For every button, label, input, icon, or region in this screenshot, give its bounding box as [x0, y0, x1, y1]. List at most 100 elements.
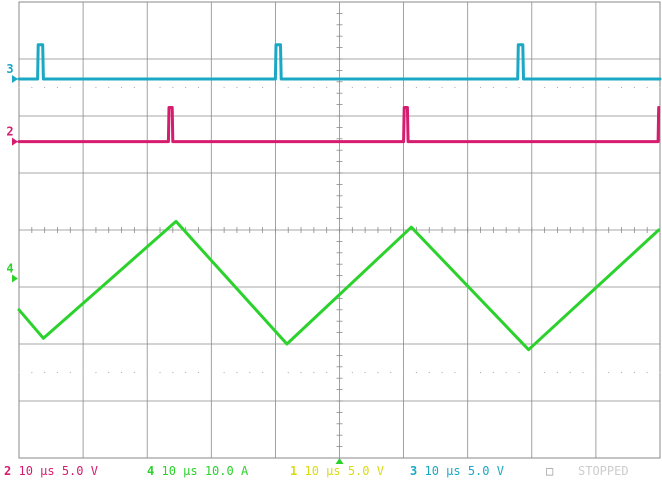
grid-dot: [428, 371, 430, 374]
grid-dot: [544, 371, 546, 374]
grid-dot: [646, 86, 648, 89]
grid-dot: [505, 371, 507, 374]
grid-dot: [313, 371, 315, 374]
grid-dot: [544, 86, 546, 89]
channel-markers: 1324: [6, 62, 344, 464]
grid-dot: [428, 86, 430, 89]
grid-dot: [146, 86, 148, 89]
status-ch2: 2 10 μs 5.0 V: [4, 461, 98, 481]
status-ch1-number: 1: [290, 464, 298, 478]
grid-dot: [377, 86, 379, 89]
grid-dot: [133, 371, 135, 374]
acquisition-state: STOPPED: [578, 464, 629, 478]
grid-dot: [95, 371, 97, 374]
grid-dot: [415, 86, 418, 89]
waveform-traces: [17, 43, 662, 352]
grid-dot: [108, 371, 110, 374]
status-ch2-setting: 10 μs 5.0 V: [18, 464, 98, 478]
grid-dot: [31, 86, 33, 89]
grid-dot: [569, 86, 571, 89]
grid-dot: [69, 86, 71, 89]
grid-dot: [261, 371, 264, 374]
grid-dot: [44, 371, 46, 374]
status-ch4-number: 4: [147, 464, 155, 478]
channel-4-label: 4: [6, 261, 13, 275]
grid-dot: [249, 371, 251, 374]
grid-dot: [300, 371, 302, 374]
grid-dot: [403, 86, 405, 89]
status-ch1-setting: 10 μs 5.0 V: [304, 464, 384, 478]
grid-dot: [492, 86, 494, 89]
grid-dot: [108, 86, 110, 89]
grid-dot: [467, 86, 469, 89]
grid-dot: [287, 86, 289, 89]
grid-dot: [454, 86, 456, 89]
grid-dot: [595, 86, 597, 89]
grid-dot: [620, 86, 623, 89]
status-ch3-setting: 10 μs 5.0 V: [424, 464, 504, 478]
grid-dot: [569, 371, 571, 374]
grid-dot: [403, 371, 405, 374]
grid-dot: [441, 371, 443, 374]
grid-dot: [531, 371, 533, 374]
grid-dot: [467, 371, 469, 374]
status-ch4-setting: 10 μs 10.0 A: [161, 464, 249, 478]
grid-dot: [287, 371, 289, 374]
stop-indicator-icon: □: [546, 464, 554, 478]
grid-dot: [223, 371, 225, 374]
grid-dot: [441, 86, 443, 89]
grid-dot: [646, 371, 648, 374]
grid-dot: [505, 86, 507, 89]
grid-dot: [390, 86, 392, 89]
grid-dot: [364, 371, 366, 374]
grid-dot: [633, 86, 635, 89]
status-ch1: 1 10 μs 5.0 V: [290, 461, 384, 481]
grid-dot: [56, 371, 59, 374]
grid-dot: [326, 371, 328, 374]
grid-dot: [479, 371, 482, 374]
status-ch2-number: 2: [4, 464, 12, 478]
grid-dot: [44, 86, 46, 89]
grid-dot: [300, 86, 302, 89]
status-ch4: 4 10 μs 10.0 A: [147, 461, 248, 481]
grid-dot: [249, 86, 251, 89]
grid-dot: [608, 86, 610, 89]
grid-dot: [595, 371, 597, 374]
grid-dot: [236, 371, 238, 374]
grid-dot: [185, 371, 187, 374]
grid-dot: [377, 371, 379, 374]
grid-dot: [120, 371, 123, 374]
grid-dot: [338, 371, 341, 374]
grid-dot: [159, 371, 161, 374]
grid-dot: [223, 86, 225, 89]
grid-dot: [56, 86, 59, 89]
grid-dot: [172, 371, 174, 374]
grid-dot: [210, 86, 212, 89]
grid-dot: [454, 371, 456, 374]
grid-dot: [82, 371, 84, 374]
grid-dot: [172, 86, 174, 89]
grid-dot: [313, 86, 315, 89]
grid-dot: [608, 371, 610, 374]
grid-dot: [197, 371, 200, 374]
channel-3-marker: [12, 74, 18, 83]
grid-dot: [146, 371, 148, 374]
grid-dot: [518, 86, 520, 89]
grid-dot: [236, 86, 238, 89]
grid-dot: [210, 371, 212, 374]
trace-channel-3: [17, 43, 662, 81]
grid-dot: [633, 371, 635, 374]
channel-3-label: 3: [6, 62, 13, 76]
grid-dot: [582, 86, 584, 89]
grid-dot: [185, 86, 187, 89]
grid-dot: [31, 371, 33, 374]
grid-dot: [197, 86, 200, 89]
grid-dot: [390, 371, 392, 374]
grid-dot: [18, 86, 20, 89]
grid-dot: [274, 86, 276, 89]
status-ch3: 3 10 μs 5.0 V: [410, 461, 504, 481]
grid-dot: [351, 86, 353, 89]
grid-dot: [69, 371, 71, 374]
grid-dot: [261, 86, 264, 89]
